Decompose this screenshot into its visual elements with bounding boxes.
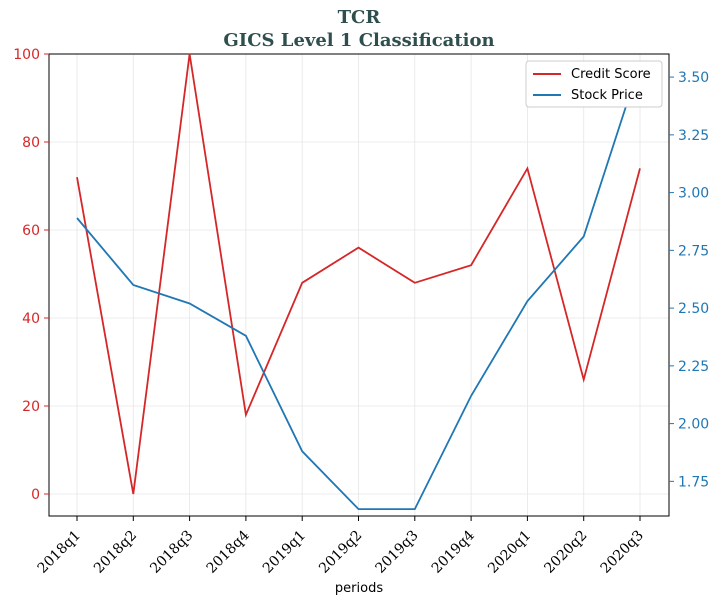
y-right-tick-label: 3.50 [678,70,709,86]
legend-label-credit-score: Credit Score [571,67,651,82]
x-tick-label: 2018q1 [35,528,84,577]
y-right-tick-label: 3.00 [678,186,709,202]
y-left-tick-label: 100 [13,47,40,63]
chart-title: TCR [338,7,382,28]
x-tick-label: 2019q3 [372,528,421,577]
x-axis-label: periods [335,581,383,596]
x-tick-label: 2020q3 [598,528,647,577]
y-right-tick-label: 1.75 [678,474,709,490]
y-right-tick-label: 2.75 [678,243,709,259]
y-right-tick-label: 2.00 [678,417,709,433]
x-tick-label: 2020q1 [485,528,534,577]
series-line-credit-score [76,53,641,495]
x-tick-label: 2018q3 [147,528,196,577]
x-tick-label: 2019q4 [429,527,478,576]
legend: Credit Score Stock Price [525,60,663,108]
y-left-tick-label: 40 [22,311,40,327]
series-line-stock-price [76,62,641,511]
legend-label-stock-price: Stock Price [571,88,643,103]
y-left-tick-label: 60 [22,223,40,239]
x-tick-label: 2018q4 [204,527,253,576]
x-tick-label: 2020q2 [541,528,590,577]
grid [49,53,669,516]
x-tick-label: 2019q2 [316,528,365,577]
plot-frame [48,53,670,517]
x-tick-label: 2018q2 [91,528,140,577]
y-right-tick-label: 2.50 [678,301,709,317]
y-right-tick-label: 2.25 [678,359,709,375]
x-tick-label: 2019q1 [260,528,309,577]
y-left-tick-label: 0 [31,487,40,503]
y-left-tick-label: 80 [22,135,40,151]
y-left-tick-label: 20 [22,399,40,415]
series [76,53,641,511]
y-right-tick-label: 3.25 [678,128,709,144]
axes: 2018q1 2018q2 2018q3 2018q4 2019q1 2019q2 2019… [13,47,709,577]
chart-subtitle: GICS Level 1 Classification [223,30,494,51]
